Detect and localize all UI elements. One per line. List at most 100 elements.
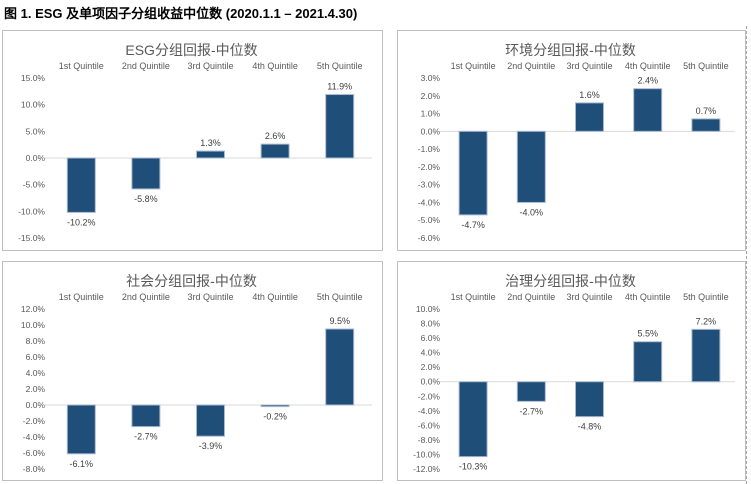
data-label: -10.3% bbox=[459, 462, 488, 472]
y-tick-label: 10.0% bbox=[21, 320, 46, 330]
data-label: -4.0% bbox=[520, 207, 544, 217]
y-tick-label: 0.0% bbox=[421, 377, 441, 387]
chart-title: 环境分组回报-中位数 bbox=[505, 42, 636, 58]
figure-title: 图 1. ESG 及单项因子分组收益中位数 (2020.1.1 – 2021.4… bbox=[4, 6, 358, 21]
data-label: -2.7% bbox=[520, 406, 544, 416]
data-label: 1.6% bbox=[579, 90, 600, 100]
y-tick-label: -4.0% bbox=[418, 197, 441, 207]
data-label: -2.7% bbox=[134, 432, 158, 442]
category-label: 1st Quintile bbox=[451, 61, 496, 71]
category-label: 4th Quintile bbox=[252, 292, 298, 302]
environment-quintile-bar-chart: 环境分组回报-中位数 3.0% 2.0% 1.0% 0.0% -1.0% -2.0% -3.0… bbox=[418, 42, 735, 243]
bar bbox=[260, 143, 290, 159]
data-label: 0.7% bbox=[696, 106, 717, 116]
bar bbox=[131, 157, 161, 190]
category-label: 1st Quintile bbox=[59, 292, 104, 302]
data-label: 2.6% bbox=[265, 131, 286, 141]
chart-title: 治理分组回报-中位数 bbox=[505, 273, 636, 289]
y-tick-label: 15.0% bbox=[21, 73, 46, 83]
category-label: 5th Quintile bbox=[317, 61, 363, 71]
category-label: 4th Quintile bbox=[625, 61, 671, 71]
esg-quintile-bar-chart: ESG分组回报-中位数 15.0% 10.0% 5.0% 0.0% -5.0% -10.0%… bbox=[18, 42, 372, 243]
y-tick-label: -1.0% bbox=[418, 144, 441, 154]
y-tick-label: -10.0% bbox=[413, 449, 440, 459]
y-tick-label: -4.0% bbox=[23, 432, 46, 442]
y-tick-label: -12.0% bbox=[413, 464, 440, 474]
data-label: -4.7% bbox=[461, 220, 485, 230]
y-tick-label: 8.0% bbox=[421, 319, 441, 329]
y-tick-label: 10.0% bbox=[416, 304, 441, 314]
y-tick-label: -5.0% bbox=[23, 180, 46, 190]
category-label: 3rd Quintile bbox=[187, 61, 233, 71]
bar bbox=[458, 130, 488, 216]
y-tick-label: -5.0% bbox=[418, 215, 441, 225]
y-tick-label: 6.0% bbox=[26, 352, 46, 362]
y-tick-label: 0.0% bbox=[26, 153, 46, 163]
bar bbox=[131, 404, 161, 428]
chart-panel-social: 社会分组回报-中位数 12.0% 10.0% 8.0% 6.0% 4.0% 2.0% 0.0%… bbox=[2, 261, 383, 481]
y-tick-label: 2.0% bbox=[421, 91, 441, 101]
bar bbox=[66, 404, 96, 455]
data-label: 11.9% bbox=[327, 82, 352, 92]
bar bbox=[575, 102, 604, 132]
bar bbox=[66, 157, 96, 213]
bar bbox=[691, 328, 721, 383]
bar bbox=[458, 381, 488, 458]
data-label: 9.5% bbox=[329, 316, 350, 326]
y-tick-label: -6.0% bbox=[418, 233, 441, 243]
chart-panel-esg: ESG分组回报-中位数 15.0% 10.0% 5.0% 0.0% -5.0% -10.0%… bbox=[2, 30, 383, 251]
bar bbox=[516, 381, 546, 402]
category-label: 2nd Quintile bbox=[122, 61, 170, 71]
category-label: 2nd Quintile bbox=[507, 292, 555, 302]
bar bbox=[196, 150, 225, 159]
category-label: 2nd Quintile bbox=[122, 292, 170, 302]
chart-panel-environment: 环境分组回报-中位数 3.0% 2.0% 1.0% 0.0% -1.0% -2.0% -3.0… bbox=[397, 30, 746, 251]
data-label: 7.2% bbox=[696, 316, 717, 326]
governance-quintile-bar-chart: 治理分组回报-中位数 10.0% 8.0% 6.0% 4.0% 2.0% 0.0% -2.0%… bbox=[413, 273, 735, 474]
y-tick-label: -8.0% bbox=[23, 464, 46, 474]
data-label: 1.3% bbox=[200, 138, 221, 148]
y-tick-label: 1.0% bbox=[421, 109, 441, 119]
y-tick-label: -10.0% bbox=[18, 206, 45, 216]
y-tick-label: -8.0% bbox=[418, 435, 441, 445]
data-label: -3.9% bbox=[199, 441, 223, 451]
social-quintile-bar-chart: 社会分组回报-中位数 12.0% 10.0% 8.0% 6.0% 4.0% 2.0% 0.0%… bbox=[21, 273, 372, 474]
bar bbox=[260, 404, 290, 408]
y-tick-label: 4.0% bbox=[421, 348, 441, 358]
bar bbox=[633, 88, 663, 132]
y-tick-label: -2.0% bbox=[23, 416, 46, 426]
category-label: 3rd Quintile bbox=[187, 292, 233, 302]
y-tick-label: -2.0% bbox=[418, 391, 441, 401]
y-tick-label: 2.0% bbox=[26, 384, 46, 394]
bar bbox=[633, 341, 663, 383]
y-tick-label: 12.0% bbox=[21, 304, 46, 314]
y-tick-label: 0.0% bbox=[421, 126, 441, 136]
data-label: -5.8% bbox=[134, 194, 158, 204]
data-label: -6.1% bbox=[70, 459, 94, 469]
data-label: 2.4% bbox=[637, 76, 658, 86]
y-tick-label: -6.0% bbox=[23, 448, 46, 458]
y-tick-label: -6.0% bbox=[418, 420, 441, 430]
y-tick-label: 0.0% bbox=[26, 400, 46, 410]
page-break-dashed-line bbox=[746, 26, 747, 484]
category-label: 2nd Quintile bbox=[507, 61, 555, 71]
category-label: 3rd Quintile bbox=[566, 292, 612, 302]
category-label: 5th Quintile bbox=[683, 61, 729, 71]
y-tick-label: 3.0% bbox=[421, 73, 441, 83]
y-tick-label: 5.0% bbox=[26, 126, 46, 136]
category-label: 4th Quintile bbox=[625, 292, 671, 302]
y-tick-label: 6.0% bbox=[421, 333, 441, 343]
data-label: -4.8% bbox=[578, 422, 602, 432]
bar bbox=[325, 94, 355, 159]
category-label: 3rd Quintile bbox=[566, 61, 612, 71]
y-tick-label: 8.0% bbox=[26, 336, 46, 346]
data-label: -10.2% bbox=[67, 217, 96, 227]
category-label: 4th Quintile bbox=[252, 61, 298, 71]
y-tick-label: 10.0% bbox=[21, 100, 46, 110]
chart-title: 社会分组回报-中位数 bbox=[126, 273, 257, 289]
bar bbox=[196, 404, 225, 437]
category-label: 5th Quintile bbox=[683, 292, 729, 302]
category-label: 5th Quintile bbox=[317, 292, 363, 302]
data-label: -0.2% bbox=[263, 412, 287, 422]
